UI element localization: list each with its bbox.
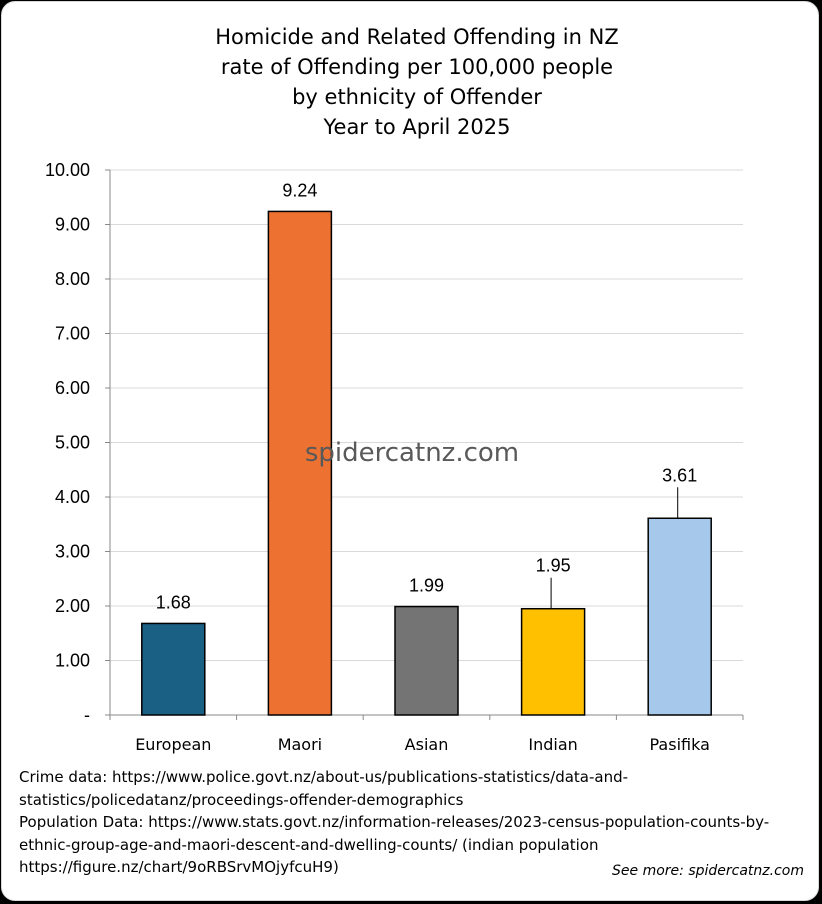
source-line-3: Population Data: https://www.stats.govt.… <box>19 813 770 831</box>
source-line-5: https://figure.nz/chart/9oRBSrvMOjyfcuH9… <box>19 858 339 876</box>
y-tick-label: 10.00 <box>45 160 90 180</box>
bar-asian <box>394 605 459 716</box>
y-tick-label: 7.00 <box>55 324 90 344</box>
y-tick-label: 8.00 <box>55 269 90 289</box>
category-label: Pasifika <box>650 735 710 754</box>
y-tick-label: 3.00 <box>55 542 90 562</box>
title-line-1: Homicide and Related Offending in NZ <box>215 25 619 49</box>
data-label: 1.95 <box>536 556 571 576</box>
category-label: Maori <box>278 735 322 754</box>
y-tick-label: - <box>84 705 90 725</box>
y-tick-label: 9.00 <box>55 215 90 235</box>
data-labels: 1.68 9.24 1.99 1.95 3.61 <box>156 180 697 612</box>
bar-indian <box>520 607 586 716</box>
category-labels: European Maori Asian Indian Pasifika <box>135 735 710 754</box>
y-tick-label: 2.00 <box>55 596 90 616</box>
source-line-1: Crime data: https://www.police.govt.nz/a… <box>19 768 629 786</box>
data-label: 9.24 <box>282 180 317 200</box>
title-line-4: Year to April 2025 <box>323 115 511 139</box>
title-line-2: rate of Offending per 100,000 people <box>220 55 614 79</box>
bar-european <box>141 622 206 716</box>
data-label: 1.99 <box>409 576 444 596</box>
y-tick-label: 1.00 <box>55 651 90 671</box>
y-tick-label: 5.00 <box>55 433 90 453</box>
sources-note: Crime data: https://www.police.govt.nz/a… <box>19 766 818 879</box>
see-more-link[interactable]: See more: spidercatnz.com <box>612 863 804 879</box>
y-axis-ticks: - 1.00 2.00 3.00 4.00 5.00 6.00 7.00 8.00 9.00 10.… <box>45 160 90 725</box>
source-line-4: ethnic-group-age-and-maori-descent-and-d… <box>19 835 599 854</box>
bar-maori <box>267 210 333 716</box>
y-tick-label: 4.00 <box>55 487 90 507</box>
bars <box>141 210 712 716</box>
data-label: 1.68 <box>156 592 191 612</box>
bar-pasifika <box>647 517 712 716</box>
title-line-3: by ethnicity of Offender <box>292 85 542 109</box>
category-label: European <box>135 735 211 754</box>
watermark: spidercatnz.com <box>305 438 519 468</box>
y-tick-label: 6.00 <box>55 378 90 398</box>
source-line-2: statistics/policedatanz/proceedings-offe… <box>19 790 464 809</box>
chart-title: Homicide and Related Offending in NZ rat… <box>2 22 818 142</box>
data-label: 3.61 <box>662 465 697 485</box>
category-label: Asian <box>405 735 449 754</box>
category-label: Indian <box>528 735 577 754</box>
bar-chart: - 1.00 2.00 3.00 4.00 5.00 6.00 7.00 8.00 9.00 10.… <box>45 160 744 754</box>
